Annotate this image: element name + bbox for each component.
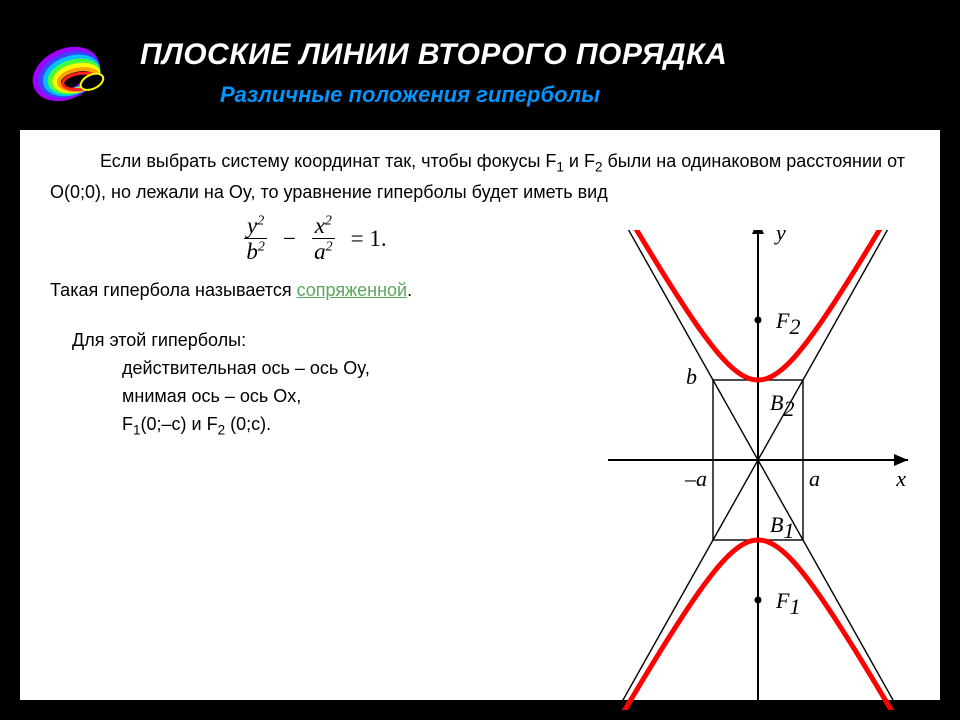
- svg-text:b: b: [686, 364, 697, 389]
- hyperbola-diagram: yxa–abB2B1F2F1: [608, 230, 928, 710]
- svg-text:F1: F1: [775, 588, 800, 619]
- page-title: ПЛОСКИЕ ЛИНИИ ВТОРОГО ПОРЯДКА: [140, 20, 940, 72]
- svg-text:x: x: [895, 466, 906, 491]
- svg-text:B1: B1: [770, 512, 794, 543]
- page-subtitle: Различные положения гиперболы: [140, 72, 940, 108]
- logo-image: [26, 26, 126, 126]
- svg-text:a: a: [809, 466, 820, 491]
- svg-text:y: y: [774, 230, 786, 245]
- svg-text:–a: –a: [684, 466, 707, 491]
- term-conjugate: сопряженной: [297, 280, 408, 300]
- paragraph-intro: Если выбрать систему координат так, чтоб…: [50, 148, 910, 206]
- text: Если выбрать систему координат так, чтоб…: [100, 151, 556, 171]
- text: Такая гипербола называется: [50, 280, 297, 300]
- text: и F: [564, 151, 595, 171]
- svg-text:F2: F2: [775, 308, 800, 339]
